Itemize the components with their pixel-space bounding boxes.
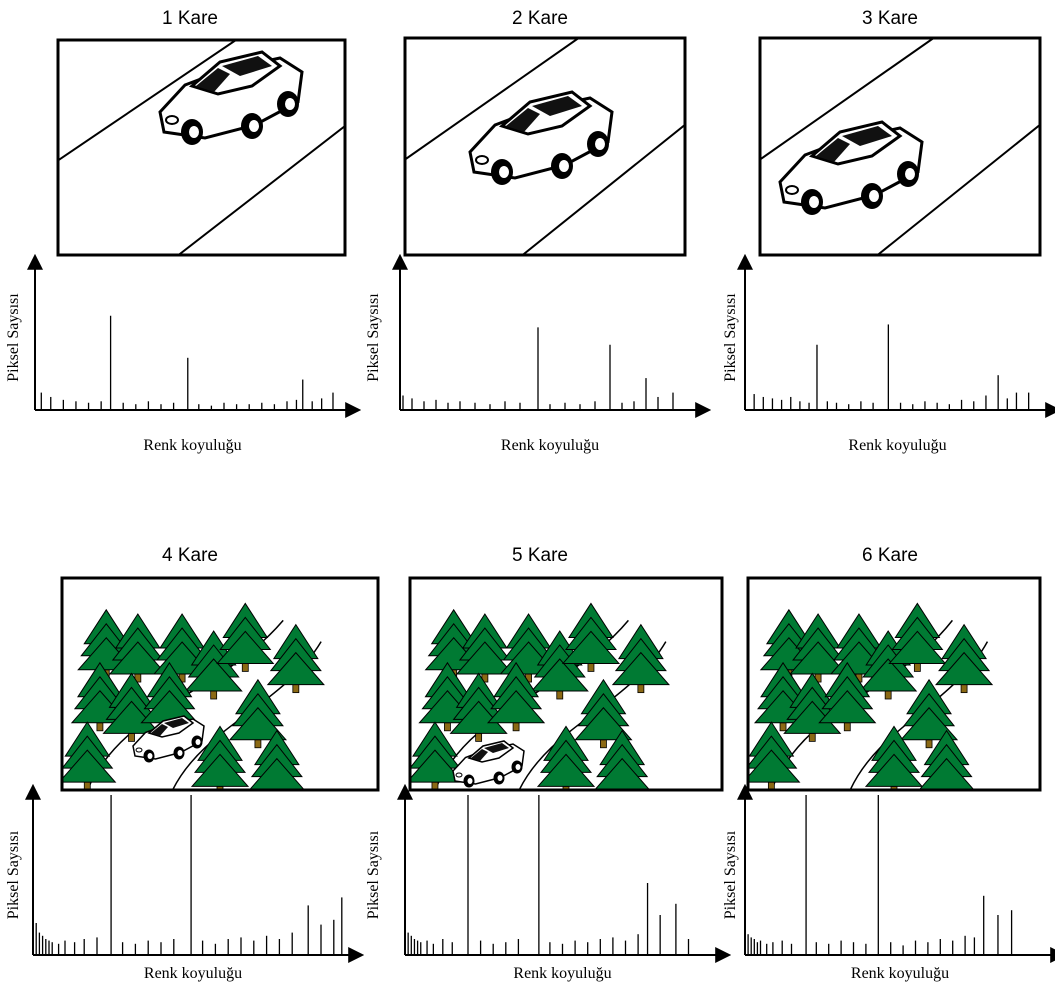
- car-hub: [905, 168, 915, 180]
- tree-trunk: [600, 740, 606, 748]
- panel-title: 6 Kare: [862, 545, 918, 566]
- panel: 1 Kare Piksel Saysısı Renk koyuluğu: [5, 8, 358, 454]
- panel-title: 1 Kare: [162, 8, 218, 29]
- panel-title: 5 Kare: [512, 545, 568, 566]
- car-hub: [595, 138, 605, 150]
- tree-trunk: [242, 663, 248, 671]
- tree-trunk: [444, 723, 450, 731]
- scene: [760, 38, 1040, 255]
- x-axis-label: Renk koyuluğu: [513, 965, 611, 982]
- car-hub: [499, 166, 509, 178]
- tree-trunk: [885, 691, 891, 699]
- car-hub: [285, 98, 295, 110]
- car-light: [786, 186, 798, 194]
- car-hub: [249, 120, 259, 132]
- panel: 4 Kare Piksel Saysısı Renk koyuluğu: [5, 545, 378, 982]
- car-light: [166, 116, 178, 124]
- tree-trunk: [809, 733, 815, 741]
- car-hub: [516, 764, 521, 770]
- car-hub: [809, 196, 819, 208]
- tree-trunk: [211, 691, 217, 699]
- car-light: [136, 748, 142, 752]
- car-hub: [468, 778, 473, 784]
- panel-title: 4 Kare: [162, 545, 218, 566]
- scene: [59, 578, 378, 799]
- car-hub: [559, 160, 569, 172]
- x-axis-label: Renk koyuluğu: [143, 437, 241, 454]
- panel: 2 Kare Piksel Saysısı Renk koyuluğu: [365, 8, 708, 454]
- panel: 3 Kare Piksel Saysısı Renk koyuluğu: [722, 8, 1055, 454]
- panel-title: 2 Kare: [512, 8, 568, 29]
- car-hub: [178, 750, 183, 756]
- car-hub: [196, 739, 201, 745]
- x-axis-label: Renk koyuluğu: [851, 965, 949, 982]
- x-axis-label: Renk koyuluğu: [848, 437, 946, 454]
- y-axis-label: Piksel Saysısı: [722, 830, 739, 919]
- y-axis-label: Piksel Saysısı: [722, 293, 739, 382]
- tree-trunk: [638, 685, 644, 693]
- panel-title: 3 Kare: [862, 8, 918, 29]
- tree-trunk: [557, 691, 563, 699]
- x-axis-label: Renk koyuluğu: [501, 437, 599, 454]
- car-hub: [189, 126, 199, 138]
- scene: [407, 578, 722, 799]
- tree-trunk: [961, 685, 967, 693]
- tree-trunk: [844, 723, 850, 731]
- y-axis-label: Piksel Saysısı: [5, 293, 22, 382]
- car-hub: [148, 753, 153, 759]
- car-light: [456, 773, 462, 777]
- scene: [743, 578, 1040, 799]
- tree-trunk: [926, 740, 932, 748]
- tree-trunk: [944, 791, 950, 799]
- panel: 5 Kare Piksel Saysısı Renk koyuluğu: [365, 545, 728, 982]
- tree-trunk: [780, 723, 786, 731]
- scene: [405, 38, 685, 255]
- car-light: [476, 156, 488, 164]
- tree-trunk: [619, 791, 625, 799]
- y-axis-label: Piksel Saysısı: [365, 293, 382, 382]
- car-hub: [498, 775, 503, 781]
- tree-trunk: [274, 791, 280, 799]
- y-axis-label: Piksel Saysısı: [5, 830, 22, 919]
- car-hub: [869, 190, 879, 202]
- scene: [58, 40, 345, 255]
- tree-trunk: [129, 733, 135, 741]
- panel: 6 Kare Piksel Saysısı Renk koyuluğu: [722, 545, 1055, 982]
- tree-trunk: [914, 663, 920, 671]
- tree-trunk: [476, 733, 482, 741]
- x-axis-label: Renk koyuluğu: [144, 965, 242, 982]
- tree-trunk: [255, 740, 261, 748]
- y-axis-label: Piksel Saysısı: [365, 830, 382, 919]
- tree-trunk: [513, 723, 519, 731]
- tree-trunk: [293, 685, 299, 693]
- figure: 1 Kare Piksel Saysısı Renk koyuluğu 2 Kare P…: [0, 0, 1055, 992]
- tree-trunk: [97, 723, 103, 731]
- tree-trunk: [588, 663, 594, 671]
